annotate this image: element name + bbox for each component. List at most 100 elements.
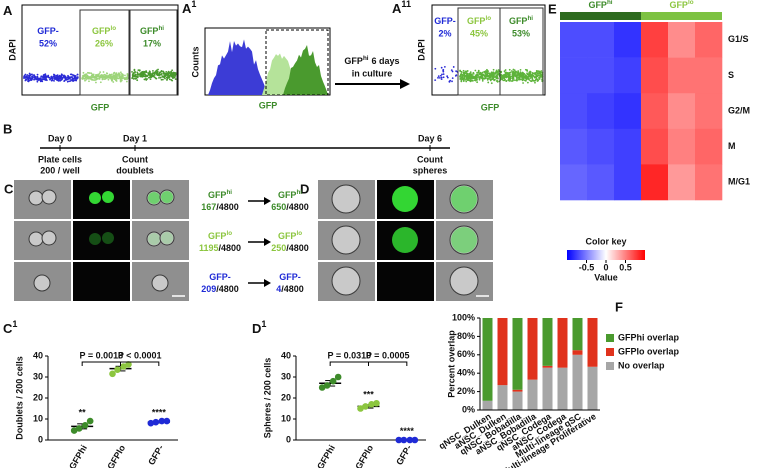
micrograph [73,262,130,301]
flow-dot [162,75,165,78]
panel-label-sup: 1 [261,319,266,329]
y-axis-label: Doublets / 200 cells [14,356,24,440]
cell-gfp [148,233,160,245]
flow-dot [476,71,479,74]
flow-dot [170,70,173,73]
cell [159,230,175,246]
flow-dot [489,76,492,79]
step-text: Count [417,154,443,164]
flow-dot [513,73,516,76]
flow-dot [452,66,455,68]
count: 167 [201,202,216,212]
flow-dot [52,76,54,79]
group-name-base: GFP [278,190,297,200]
total: /4800 [286,243,309,253]
flow-dot [156,74,159,77]
flow-dot [66,78,69,81]
flow-dot [521,79,524,82]
flow-dot [439,74,442,77]
flow-dot [41,78,43,81]
flow-dot [113,77,116,80]
gate-name-base: GFP- [37,26,59,36]
panel-label-sup: 1 [191,0,196,9]
point [70,427,78,434]
point [411,436,419,444]
flow-dot [434,79,437,82]
point [362,403,369,410]
group-name: GFPlo [208,230,232,241]
flow-dot [465,77,468,80]
flow-dot [119,71,122,74]
panel-label-sup: 11 [401,0,411,9]
flow-dot [522,72,524,75]
step-day: Day 6 [418,133,442,143]
heat-cell [695,164,723,201]
flow-dot [526,77,529,79]
heat-cell [560,93,588,130]
flow-dot [474,69,477,72]
flow-dot [492,77,494,80]
p-value: P = 0.0013 [80,350,124,360]
flow-dot [527,75,530,78]
flow-dot [438,76,441,79]
count-text: 1195/4800 [199,243,241,253]
flow-dot [522,75,524,77]
bar-segment [557,318,568,368]
heat-cell [668,57,696,94]
point [373,399,380,407]
flow-dot [492,76,495,79]
flow-dot [481,79,484,82]
flow-dot [120,75,123,78]
flow-dot [133,72,136,74]
flow-dot [25,76,27,79]
point [323,382,331,389]
axis-label: GFP [481,102,500,112]
flow-dot [122,76,125,78]
flow-dot [460,71,463,73]
flow-dot [524,79,527,82]
point [406,436,414,444]
flow-dot [493,72,495,75]
flow-dot [516,78,518,81]
bar-segment [587,366,598,410]
arrow-head [264,279,271,287]
flow-dot [463,79,465,81]
flow-dot [171,79,174,82]
group-name: GFPlo [278,230,302,241]
flow-dot [126,77,129,80]
flow-dot [174,75,177,77]
flow-dot [466,76,469,78]
key-title: Color key [585,236,626,246]
histogram-hi [283,44,328,95]
flow-dot [40,75,43,78]
flow-dot [535,78,537,81]
flow-dot [39,77,42,80]
gate [499,7,544,96]
flow-dot [448,81,451,83]
panel-label: A [3,3,13,18]
flow-dot [510,80,513,82]
flow-dot [469,71,472,74]
point [318,384,326,391]
flow-dot [492,68,495,71]
flow-dot [167,76,169,79]
flow-dot [464,78,467,81]
point [329,377,337,385]
flow-dot [42,78,45,81]
flow-dot [27,74,30,77]
group-label-sup: hi [607,0,613,6]
heat-cell [587,22,615,58]
cell-gfp [161,232,173,244]
panel-label: A11 [392,0,411,16]
flow-dot [99,71,102,74]
heat-cell [587,57,615,94]
flow-dot [85,73,88,76]
flow-dot [131,75,134,78]
flow-dot [85,77,88,79]
flow-dot [31,76,34,79]
total: /4800 [286,202,309,212]
flow-dot [61,78,64,80]
flow-dot [139,73,142,75]
heat-cell [614,128,642,165]
flow-dot [459,69,462,72]
